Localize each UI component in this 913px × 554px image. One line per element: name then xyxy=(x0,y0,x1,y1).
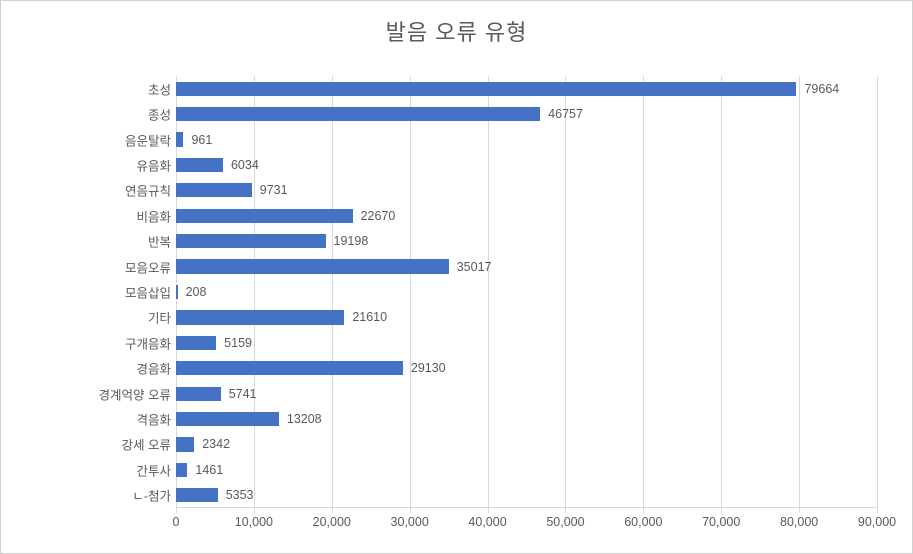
bar xyxy=(176,437,194,451)
y-tick-label: 간투사 xyxy=(136,460,171,479)
bar-value-label: 1461 xyxy=(195,463,223,477)
plot-area: 79664 46757 961 60349731 22670 19198 35017 208 2… xyxy=(176,76,877,508)
x-tick xyxy=(332,508,333,513)
bar-value-label: 5741 xyxy=(229,387,257,401)
bar-row: 13208 xyxy=(176,412,877,426)
bars-layer: 79664 46757 961 60349731 22670 19198 35017 208 2… xyxy=(176,76,877,508)
x-tick-label: 10,000 xyxy=(235,515,273,529)
bar-value-label: 6034 xyxy=(231,158,259,172)
x-tick-label: 20,000 xyxy=(313,515,351,529)
bar xyxy=(176,387,221,401)
y-tick-label: 격음화 xyxy=(136,410,171,429)
y-tick-label: 경음화 xyxy=(136,359,171,378)
bar xyxy=(176,488,218,502)
bar-row: 5353 xyxy=(176,488,877,502)
bar-row: 208 xyxy=(176,285,877,299)
bar-value-label: 5353 xyxy=(226,488,254,502)
bar-value-label: 9731 xyxy=(260,183,288,197)
x-tick xyxy=(410,508,411,513)
y-tick-label: 연음규칙 xyxy=(125,181,171,200)
y-tick-label: 구개음화 xyxy=(125,333,171,352)
bar-row: 6034 xyxy=(176,158,877,172)
bar xyxy=(176,158,223,172)
x-tick-label: 60,000 xyxy=(624,515,662,529)
bar-value-label: 29130 xyxy=(411,361,446,375)
bar xyxy=(176,132,183,146)
bar-value-label: 21610 xyxy=(352,310,387,324)
bar-row: 9731 xyxy=(176,183,877,197)
bar-value-label: 79664 xyxy=(804,82,839,96)
x-tick-label: 0 xyxy=(173,515,180,529)
bar xyxy=(176,336,216,350)
bar xyxy=(176,285,178,299)
x-tick xyxy=(254,508,255,513)
bar-value-label: 35017 xyxy=(457,260,492,274)
bar xyxy=(176,234,326,248)
x-tick xyxy=(721,508,722,513)
y-tick-label: 모음삽입 xyxy=(125,283,171,302)
y-tick-label: 반복 xyxy=(148,232,171,251)
x-tick xyxy=(565,508,566,513)
bar-value-label: 961 xyxy=(191,133,212,147)
bar-value-label: 22670 xyxy=(361,209,396,223)
x-tick-label: 30,000 xyxy=(391,515,429,529)
gridline xyxy=(877,76,878,508)
bar-row: 2342 xyxy=(176,437,877,451)
bar xyxy=(176,107,540,121)
x-tick xyxy=(799,508,800,513)
bar xyxy=(176,310,344,324)
bar xyxy=(176,183,252,197)
bar-row: 22670 xyxy=(176,209,877,223)
x-tick xyxy=(176,508,177,513)
bar xyxy=(176,209,353,223)
bar-value-label: 19198 xyxy=(334,234,369,248)
bar xyxy=(176,259,449,273)
bar-row: 21610 xyxy=(176,310,877,324)
y-tick-label: 기타 xyxy=(148,308,171,327)
y-tick-label: 종성 xyxy=(148,105,171,124)
bar-row: 5159 xyxy=(176,336,877,350)
x-tick-label: 40,000 xyxy=(468,515,506,529)
bar-row: 1461 xyxy=(176,463,877,477)
y-axis-labels: 초성종성음운탈락유음화연음규칙비음화반복모음오류모음삽입기타구개음화경음화경계억… xyxy=(1,76,171,508)
x-tick-label: 70,000 xyxy=(702,515,740,529)
chart-container: 발음 오류 유형 79664 46757 961 60349731 22670 19198… xyxy=(0,0,913,554)
bar-row: 79664 xyxy=(176,82,877,96)
y-tick-label: 초성 xyxy=(148,79,171,98)
bar xyxy=(176,361,403,375)
bar-row: 35017 xyxy=(176,259,877,273)
y-tick-label: 강세 오류 xyxy=(122,435,171,454)
y-tick-label: ㄴ-첨가 xyxy=(132,486,171,505)
chart-title: 발음 오류 유형 xyxy=(1,1,912,57)
bar xyxy=(176,82,796,96)
x-tick xyxy=(488,508,489,513)
x-tick xyxy=(643,508,644,513)
x-tick-label: 90,000 xyxy=(858,515,896,529)
bar-value-label: 46757 xyxy=(548,107,583,121)
bar-row: 961 xyxy=(176,132,877,146)
x-tick xyxy=(877,508,878,513)
bar-value-label: 208 xyxy=(186,285,207,299)
x-tick-label: 50,000 xyxy=(546,515,584,529)
y-tick-label: 음운탈락 xyxy=(125,130,171,149)
bar-row: 19198 xyxy=(176,234,877,248)
bar-value-label: 2342 xyxy=(202,437,230,451)
bar xyxy=(176,463,187,477)
x-axis-labels: 0 10,000 20,000 30,000 40,000 50,000 60,000 70,… xyxy=(176,515,877,535)
x-tick-label: 80,000 xyxy=(780,515,818,529)
bar xyxy=(176,412,279,426)
bar-row: 5741 xyxy=(176,387,877,401)
y-tick-label: 유음화 xyxy=(136,155,171,174)
bar-row: 29130 xyxy=(176,361,877,375)
bar-row: 46757 xyxy=(176,107,877,121)
bar-value-label: 5159 xyxy=(224,336,252,350)
y-tick-label: 경계억양 오류 xyxy=(99,384,171,403)
y-tick-label: 모음오류 xyxy=(125,257,171,276)
y-tick-label: 비음화 xyxy=(136,206,171,225)
bar-value-label: 13208 xyxy=(287,412,322,426)
